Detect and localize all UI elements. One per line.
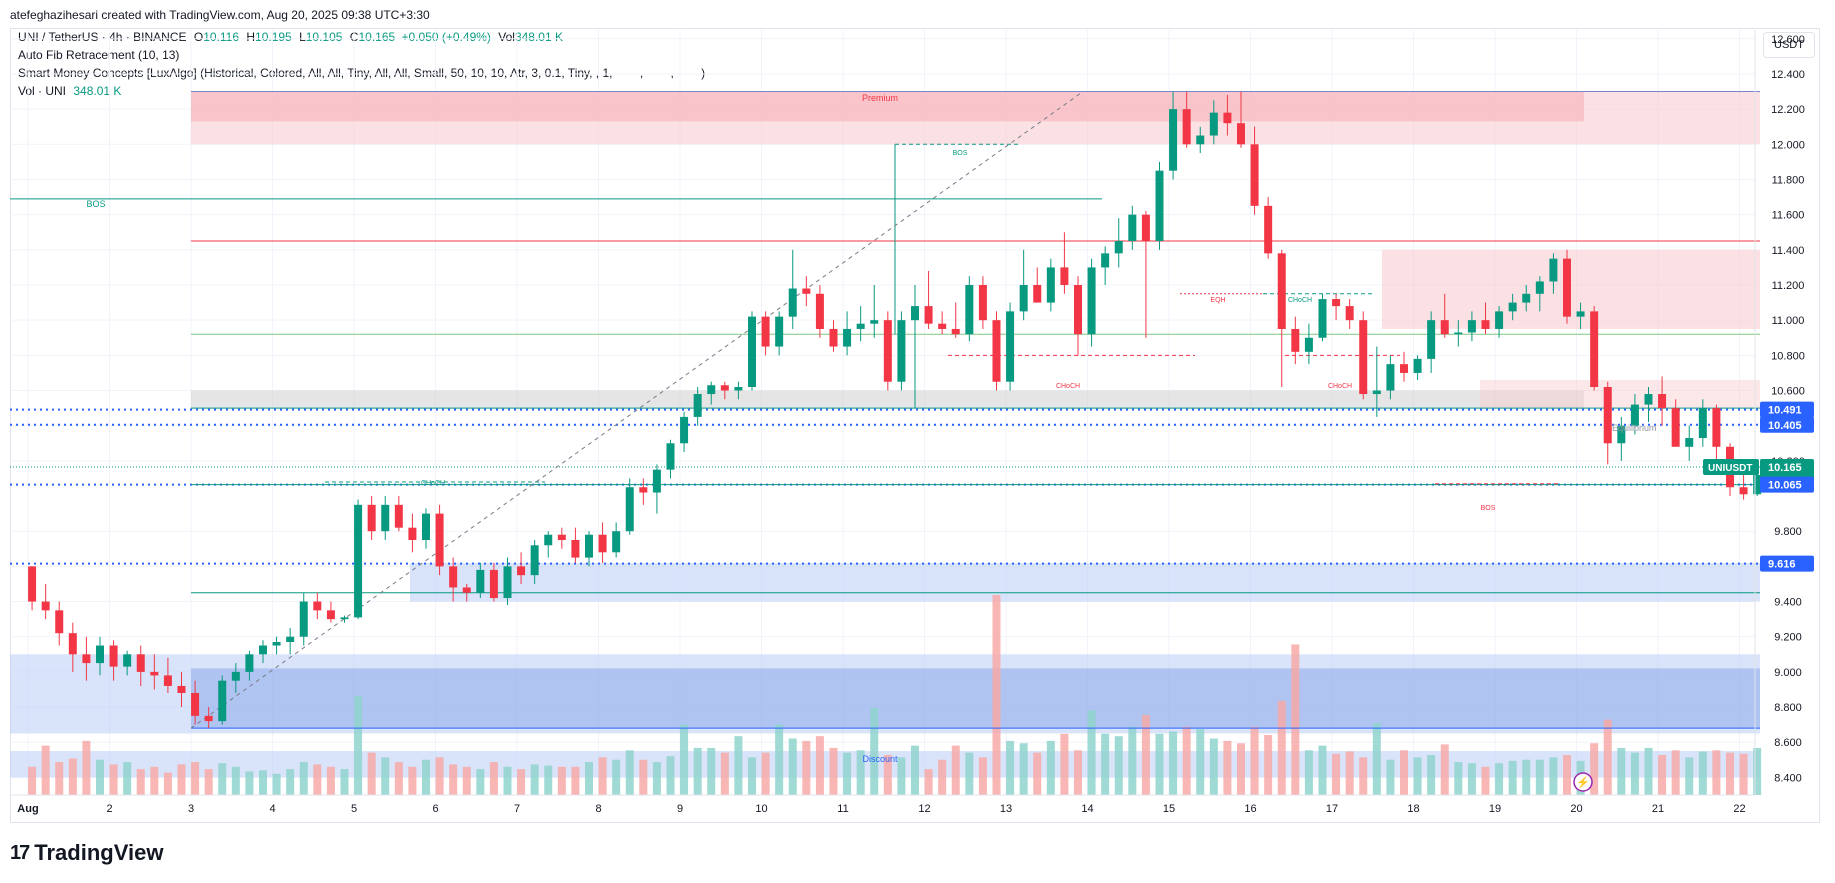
high-value: 10.195 (255, 30, 292, 44)
indicator-volume[interactable]: Vol · UNI 348.01 K (18, 84, 121, 98)
logo-text: TradingView (34, 840, 164, 865)
low-label: L (299, 30, 306, 44)
currency-button[interactable]: USDT (1763, 32, 1815, 58)
volume-indicator-label: Vol · UNI (18, 84, 67, 98)
logo-mark-icon: 17 (10, 841, 30, 864)
open-value: 10.116 (203, 30, 239, 44)
symbol-name[interactable]: UNI / TetherUS · 4h · BINANCE (18, 30, 187, 44)
chart-frame[interactable] (10, 28, 1820, 823)
high-label: H (246, 30, 256, 44)
vol-value: 348.01 K (514, 30, 563, 44)
close-value: 10.165 (358, 30, 396, 44)
export-caption: atefeghazihesari created with TradingVie… (10, 8, 430, 22)
vol-label: Vol (498, 30, 515, 44)
change-value: +0.050 (+0.49%) (401, 30, 491, 44)
indicator-fib[interactable]: Auto Fib Retracement (10, 13) (18, 48, 180, 62)
volume-indicator-value: 348.01 K (73, 84, 122, 98)
low-value: 10.105 (305, 30, 343, 44)
tradingview-logo[interactable]: 17 TradingView (10, 840, 163, 866)
indicator-smc[interactable]: Smart Money Concepts [LuxAlgo] (Historic… (18, 66, 706, 80)
symbol-legend: UNI / TetherUS · 4h · BINANCE O10.116 H1… (18, 30, 563, 44)
open-label: O (193, 30, 204, 44)
